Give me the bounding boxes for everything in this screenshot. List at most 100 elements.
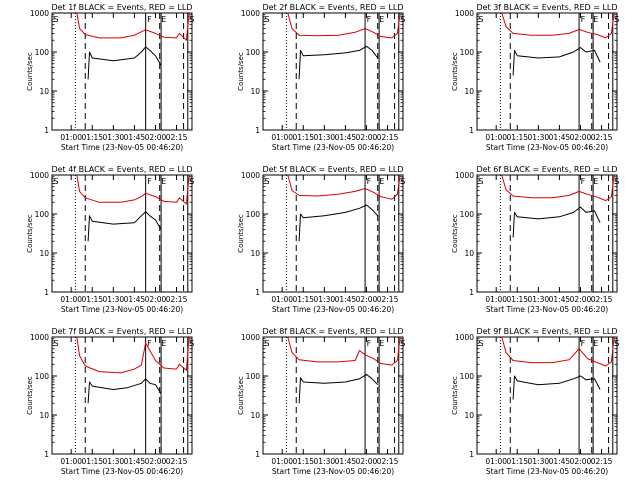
- chart-title: Det 2f BLACK = Events, RED = LLD: [262, 3, 403, 12]
- marker-label: S: [400, 15, 405, 24]
- y-tick-label: 100: [35, 372, 50, 381]
- y-tick-label: 10: [39, 249, 49, 258]
- x-tick-label: 01:30: [314, 133, 336, 142]
- x-axis-title: Start Time (23-Nov-05 00:46:20): [486, 143, 608, 152]
- y-tick-label: 100: [35, 210, 50, 219]
- series-line-lld: [76, 174, 190, 205]
- y-axis-title: Counts/sec: [237, 52, 245, 91]
- x-tick-label: 01:00: [485, 295, 507, 304]
- x-tick-label: 02:15: [377, 133, 399, 142]
- plot-frame: [262, 336, 404, 455]
- series-line-lld: [501, 336, 615, 367]
- x-tick-label: 01:45: [335, 295, 357, 304]
- x-tick-label: 01:45: [549, 295, 571, 304]
- y-tick-label: 10: [250, 87, 260, 96]
- y-tick-label: 10: [39, 411, 49, 420]
- x-tick-label: 01:45: [124, 295, 146, 304]
- y-tick-label: 1: [255, 288, 260, 297]
- y-tick-label: 100: [246, 210, 261, 219]
- y-tick-label: 1: [44, 450, 49, 459]
- series-line-events: [298, 373, 379, 404]
- chart-title: Det 1f BLACK = Events, RED = LLD: [51, 3, 192, 12]
- y-tick-label: 1: [255, 126, 260, 135]
- marker-label: S: [479, 339, 484, 348]
- x-tick-label: 01:30: [103, 457, 125, 466]
- x-axis-title: Start Time (23-Nov-05 00:46:20): [61, 143, 183, 152]
- marker-label: F: [367, 339, 372, 348]
- marker-label: E: [161, 177, 166, 186]
- series-line-lld: [501, 12, 615, 39]
- x-tick-label: 02:15: [166, 457, 188, 466]
- marker-label: F: [147, 15, 152, 24]
- x-tick-label: 02:15: [377, 457, 399, 466]
- series-line-events: [512, 47, 601, 76]
- y-tick-label: 100: [460, 210, 475, 219]
- series-line-lld: [76, 12, 190, 41]
- y-tick-label: 1000: [30, 9, 49, 18]
- x-tick-label: 01:00: [485, 133, 507, 142]
- marker-label: E: [379, 177, 384, 186]
- marker-label: F: [581, 15, 586, 24]
- x-tick-label: 01:15: [292, 295, 314, 304]
- series-line-events: [512, 206, 601, 238]
- marker-label: S: [614, 15, 619, 24]
- x-axis-title: Start Time (23-Nov-05 00:46:20): [61, 467, 183, 476]
- series-line-lld: [287, 174, 401, 200]
- series-line-events: [87, 46, 162, 80]
- y-tick-label: 10: [39, 87, 49, 96]
- marker-label: S: [614, 177, 619, 186]
- x-tick-label: 02:00: [356, 457, 378, 466]
- y-tick-label: 100: [35, 48, 50, 57]
- chart-panel: Det 2f BLACK = Events, RED = LLD 1 10 100 10…: [237, 3, 405, 152]
- marker-label: S: [189, 15, 194, 24]
- x-tick-label: 02:15: [377, 295, 399, 304]
- x-tick-label: 01:45: [124, 133, 146, 142]
- marker-label: S: [265, 177, 270, 186]
- y-axis-title: Counts/sec: [451, 214, 459, 253]
- x-tick-label: 02:00: [145, 295, 167, 304]
- x-tick-label: 01:30: [103, 295, 125, 304]
- series-line-events: [512, 375, 601, 400]
- chart-panel: Det 7f BLACK = Events, RED = LLD 1 10 100 10…: [26, 327, 194, 476]
- x-tick-label: 01:45: [549, 457, 571, 466]
- y-tick-label: 1: [44, 288, 49, 297]
- x-tick-label: 01:15: [506, 457, 528, 466]
- marker-label: E: [379, 15, 384, 24]
- x-tick-label: 02:00: [356, 133, 378, 142]
- marker-label: F: [147, 339, 152, 348]
- x-tick-label: 01:00: [485, 457, 507, 466]
- series-line-events: [298, 204, 379, 242]
- x-tick-label: 01:00: [271, 457, 293, 466]
- y-tick-label: 10: [250, 249, 260, 258]
- x-axis-title: Start Time (23-Nov-05 00:46:20): [272, 467, 394, 476]
- x-tick-label: 02:00: [356, 295, 378, 304]
- marker-label: S: [265, 339, 270, 348]
- marker-label: E: [593, 339, 598, 348]
- x-tick-label: 02:00: [570, 457, 592, 466]
- x-tick-label: 02:00: [145, 133, 167, 142]
- y-tick-label: 1000: [455, 9, 474, 18]
- y-tick-label: 10: [464, 87, 474, 96]
- chart-title: Det 9f BLACK = Events, RED = LLD: [476, 327, 617, 336]
- chart-panel: Det 6f BLACK = Events, RED = LLD 1 10 100 10…: [451, 165, 619, 314]
- y-axis-title: Counts/sec: [26, 376, 34, 415]
- plot-frame: [476, 12, 618, 131]
- y-tick-label: 10: [464, 411, 474, 420]
- x-tick-label: 01:30: [528, 133, 550, 142]
- x-tick-label: 01:45: [335, 133, 357, 142]
- x-tick-label: 02:15: [591, 457, 613, 466]
- y-tick-label: 1000: [30, 171, 49, 180]
- x-axis-title: Start Time (23-Nov-05 00:46:20): [486, 467, 608, 476]
- marker-label: S: [400, 177, 405, 186]
- x-tick-label: 02:15: [166, 295, 188, 304]
- x-tick-label: 02:15: [591, 295, 613, 304]
- y-tick-label: 1000: [241, 171, 260, 180]
- series-line-lld: [287, 12, 401, 39]
- y-axis-title: Counts/sec: [26, 214, 34, 253]
- x-tick-label: 01:00: [271, 295, 293, 304]
- y-axis-title: Counts/sec: [237, 214, 245, 253]
- marker-label: S: [614, 339, 619, 348]
- y-tick-label: 100: [246, 48, 261, 57]
- y-tick-label: 1: [469, 450, 474, 459]
